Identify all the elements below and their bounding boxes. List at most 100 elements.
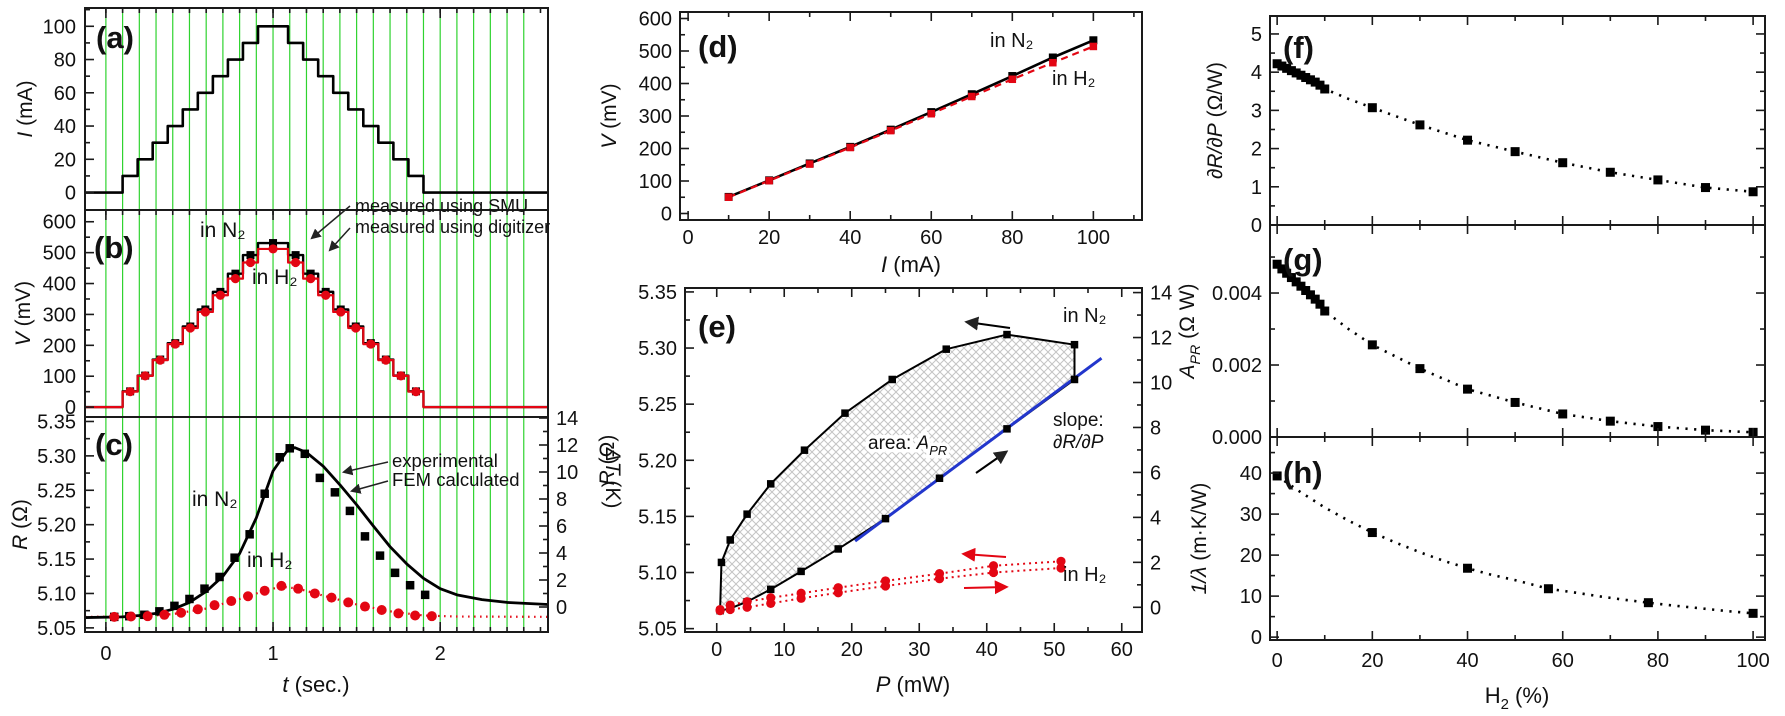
tick-label: 5.25 (37, 480, 76, 502)
tick-label: 40 (1240, 463, 1262, 485)
annotation-in-h2: in H₂ (1052, 68, 1095, 90)
panel-tag-a: (a) (96, 20, 134, 55)
tick-label: 0.004 (1212, 283, 1262, 305)
markers-f (1272, 59, 1758, 197)
tick-label-right: 6 (556, 516, 567, 538)
annotation-slope: slope: (1053, 410, 1104, 431)
tick-label: 40 (1456, 650, 1478, 672)
annotation-digitizer: measured using digitizer (355, 217, 550, 237)
tick-label: 5.30 (37, 446, 76, 468)
tick-label: 60 (920, 227, 942, 249)
tick-label-right: 14 (1150, 283, 1172, 305)
tick-label: 200 (639, 139, 672, 161)
tick-label: 60 (54, 83, 76, 105)
y-axis-label-b: V (mV) (12, 281, 35, 346)
x-axis-label-e: P (mW) (876, 672, 951, 697)
markers-h (1272, 471, 1758, 618)
panel-h-labels: 0 10 20 30 40 1/λ (m·K/W) (h) 0 20 40 60 80 100 H2 (%… (1188, 455, 1770, 713)
tick-label-right: 14 (556, 408, 578, 430)
tick-label: 40 (839, 227, 861, 249)
panel-frame (1269, 15, 1766, 226)
tick-label: 80 (1647, 650, 1669, 672)
series-rp-h2-down (719, 560, 1062, 611)
panel-f (1269, 15, 1766, 226)
markers-vi-h2 (724, 42, 1098, 201)
tick-label: 0 (65, 397, 76, 419)
annotation-arrow (328, 227, 351, 252)
annotation-in-n2: in N₂ (200, 219, 246, 242)
tick-label: 5.15 (37, 549, 76, 571)
direction-arrow (963, 580, 1009, 595)
tick-label: 200 (43, 335, 76, 357)
tick-label: 10 (773, 639, 795, 661)
tick-label: 5.05 (638, 619, 677, 641)
tick-label: 80 (1001, 227, 1023, 249)
slope-fit-line (854, 356, 1103, 543)
panel-c (84, 416, 549, 633)
tick-label: 0 (711, 639, 722, 661)
y-axis-label-c: R (Ω) (9, 499, 32, 550)
panel-d-labels: 0 100 200 300 400 500 600 0 20 40 60 80 100 V (mV) I (… (598, 9, 1110, 278)
direction-arrow (961, 547, 1007, 562)
panel-tag-d: (d) (698, 29, 738, 64)
annotation-arrow (310, 205, 351, 240)
panel-frame (84, 7, 549, 211)
direction-arrow (964, 316, 1011, 331)
tick-label: 100 (43, 366, 76, 388)
tick-label: 5.25 (638, 394, 677, 416)
annotation-arrow (341, 461, 389, 476)
markers-r-h2-exp (109, 580, 437, 622)
tick-label: 30 (908, 639, 930, 661)
panel-d (679, 11, 1143, 221)
tick-label: 0 (65, 183, 76, 205)
tick-label-right: 6 (1150, 462, 1161, 484)
tick-label: 600 (43, 212, 76, 234)
tick-label: 0 (1251, 215, 1262, 237)
tick-label: 400 (639, 74, 672, 96)
tick-label: 500 (639, 41, 672, 63)
panel-e (684, 287, 1143, 633)
panel-e-labels: 5.05 5.10 5.15 5.20 5.25 5.30 5.35 0 2 4 6 8 10 12 14 0… (596, 282, 1172, 697)
panel-g (1269, 224, 1766, 438)
tick-label: 5 (1251, 24, 1262, 46)
tick-label: 10 (1240, 586, 1262, 608)
tick-label: 5.35 (638, 282, 677, 304)
y-axis-label-g: APR (Ω W) (1176, 283, 1204, 380)
tick-label: 5.35 (37, 411, 76, 433)
markers-rp-h2 (715, 556, 1066, 616)
x-axis-label-h: H2 (%) (1485, 683, 1550, 713)
trend-line (1276, 263, 1754, 434)
tick-label: 400 (43, 274, 76, 296)
tick-label: 20 (758, 227, 780, 249)
y-axis-label-d: V (mV) (598, 83, 621, 148)
tick-label-right: 12 (556, 435, 578, 457)
tick-label: 300 (639, 106, 672, 128)
tick-label-right: 4 (556, 543, 567, 565)
tick-label: 0 (1272, 650, 1283, 672)
tick-label: 0 (683, 227, 694, 249)
annotation-smu: measured using SMU (355, 196, 528, 216)
direction-arrow (975, 450, 1009, 474)
tick-label: 2 (1251, 139, 1262, 161)
tick-label: 30 (1240, 504, 1262, 526)
y-axis-label-e: R (Ω) (596, 435, 619, 486)
tick-label: 20 (54, 149, 76, 171)
tick-label: 5.10 (37, 583, 76, 605)
tick-label-right: 12 (1150, 328, 1172, 350)
tick-label: 4 (1251, 62, 1262, 84)
annotation-in-n2: in N₂ (990, 30, 1033, 52)
tick-label: 40 (54, 116, 76, 138)
tick-label-right: 10 (1150, 373, 1172, 395)
tick-label: 40 (976, 639, 998, 661)
annotation-slope-2: ∂R/∂P (1053, 432, 1104, 453)
tick-label-right: 8 (1150, 417, 1161, 439)
panel-c-labels: 5.055.105.155.205.255.305.35024681012140… (9, 408, 624, 697)
right-axis-label-c: ΔT (K) (601, 447, 624, 509)
annotation-in-n2: in N₂ (192, 488, 238, 511)
x-axis-label-d: I (mA) (881, 252, 941, 277)
tick-label: 0 (661, 204, 672, 226)
annotation-area: area: APR (868, 433, 947, 458)
trend-line (1276, 474, 1754, 615)
panel-g-labels: 0.000 0.002 0.004 APR (Ω W) (g) (1176, 242, 1323, 449)
